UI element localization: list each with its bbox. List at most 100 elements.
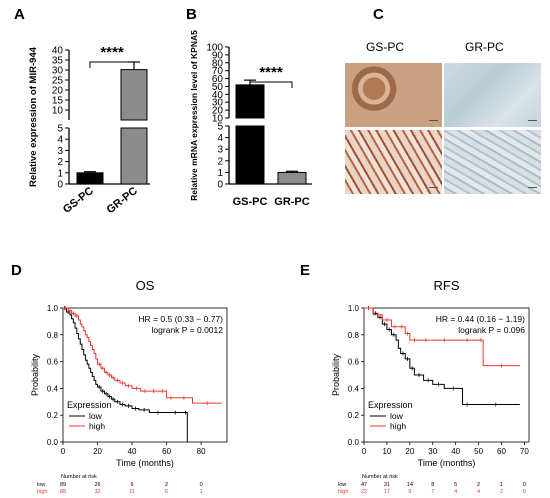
significance-label: **** [259, 64, 283, 81]
y-tick-label: 3 [57, 146, 63, 157]
panel-letter-c: C [373, 6, 384, 23]
y-tick-label: 0.0 [348, 438, 360, 447]
x-axis-label: Time (months) [418, 458, 476, 468]
legend-title: Expression [67, 400, 112, 410]
y-tick-label: 50 [212, 82, 224, 93]
y-tick-label: 1.0 [348, 304, 360, 313]
risk-table-header: Number at risk [362, 474, 398, 480]
risk-table-value: 0 [523, 489, 526, 495]
hr-annotation: logrank P = 0.0012 [152, 325, 224, 335]
risk-table-value: 5 [454, 482, 457, 488]
ihc-image-gr-pc-top [444, 63, 541, 127]
risk-table-value: 4 [477, 489, 480, 495]
risk-table-value: 22 [361, 489, 367, 495]
y-axis-label: Relative expression of MIR-944 [28, 46, 39, 187]
y-tick-label: 10 [212, 114, 224, 125]
x-tick-label: GR-PC [274, 196, 310, 208]
legend-label: low [89, 411, 103, 421]
y-tick-label: 0.8 [47, 331, 59, 340]
y-tick-label: 0.4 [47, 384, 59, 393]
x-tick-label: 80 [197, 447, 206, 456]
x-tick-label: 20 [93, 447, 102, 456]
x-tick-label: 20 [405, 447, 414, 456]
bar [120, 127, 148, 185]
risk-table-value: 9 [408, 489, 411, 495]
significance-label: **** [100, 44, 124, 61]
survival-curve-high [364, 307, 520, 367]
risk-table-value: 32 [94, 489, 100, 495]
legend-label: low [390, 411, 404, 421]
risk-table-row-label: low [338, 482, 346, 488]
y-tick-label: 20 [212, 106, 224, 117]
significance-bracket [249, 81, 293, 88]
legend-label: high [390, 421, 406, 431]
y-tick-label: 0.6 [348, 358, 360, 367]
y-tick-label: 100 [206, 43, 223, 54]
risk-table-value: 89 [60, 482, 66, 488]
x-tick-label: 40 [451, 447, 460, 456]
bar [235, 84, 265, 119]
y-tick-label: 2 [217, 156, 223, 167]
y-tick-label: 30 [212, 98, 224, 109]
plot-frame [363, 307, 530, 443]
y-tick-label: 0.6 [47, 358, 59, 367]
risk-table-value: 1 [200, 489, 203, 495]
y-tick-label: 3 [217, 145, 223, 156]
y-tick-label: 0.2 [47, 411, 59, 420]
risk-table-row-label: high [338, 489, 348, 495]
y-tick-label: 0.2 [348, 411, 360, 420]
x-tick-label: 50 [474, 447, 483, 456]
bar [76, 172, 104, 185]
scale-bar [429, 120, 438, 121]
risk-table-value: 6 [165, 489, 168, 495]
ihc-image-grid [345, 63, 541, 196]
histology-column-label: GS-PC [366, 40, 405, 54]
y-tick-label: 30 [52, 66, 64, 77]
y-tick-label: 40 [212, 90, 224, 101]
y-tick-label: 40 [52, 46, 64, 57]
panel-letter-e: E [300, 262, 311, 279]
y-axis-label: Probability [30, 353, 40, 396]
bar [235, 125, 265, 185]
x-tick-label: GS-PC [233, 196, 268, 208]
y-tick-label: 20 [52, 86, 64, 97]
y-tick-label: 4 [57, 135, 63, 146]
risk-table-value: 2 [477, 482, 480, 488]
x-tick-label: GR-PC [105, 185, 140, 216]
y-tick-label: 80 [212, 58, 224, 69]
x-axis-label: Time (months) [116, 458, 174, 468]
significance-bracket [89, 61, 135, 68]
chart-title: OS [136, 278, 155, 293]
histology-column-label: GR-PC [465, 40, 504, 54]
risk-table-value: 0 [523, 482, 526, 488]
risk-table-value: 14 [407, 482, 413, 488]
y-tick-label: 2 [57, 157, 63, 168]
hr-annotation: HR = 0.5 (0.33 − 0.77) [138, 314, 223, 324]
ihc-image-gs-pc-top [345, 63, 442, 127]
risk-table-value: 47 [361, 482, 367, 488]
x-tick-label: 10 [382, 447, 391, 456]
risk-table-value: 0 [200, 482, 203, 488]
y-tick-label: 15 [52, 96, 64, 107]
risk-table-value: 26 [94, 482, 100, 488]
scale-bar [528, 120, 537, 121]
hr-annotation: HR = 0.44 (0.16 − 1.19) [436, 314, 525, 324]
x-tick-label: 30 [428, 447, 437, 456]
y-tick-label: 0 [217, 180, 223, 191]
y-axis-label: Relative mRNA expression level of KPNA5 [189, 30, 199, 201]
panel-letter-d: D [11, 262, 22, 279]
risk-table-value: 6 [131, 482, 134, 488]
risk-table-value: 88 [60, 489, 66, 495]
hr-annotation: logrank P = 0.096 [458, 325, 525, 335]
y-axis-label: Probability [331, 353, 341, 396]
risk-table-value: 2 [165, 482, 168, 488]
y-tick-label: 0 [57, 180, 63, 191]
risk-table-header: Number at risk [61, 474, 97, 480]
y-tick-label: 1 [217, 168, 223, 179]
y-tick-label: 0.0 [47, 438, 59, 447]
y-tick-label: 10 [52, 106, 64, 117]
x-tick-label: 0 [61, 447, 66, 456]
